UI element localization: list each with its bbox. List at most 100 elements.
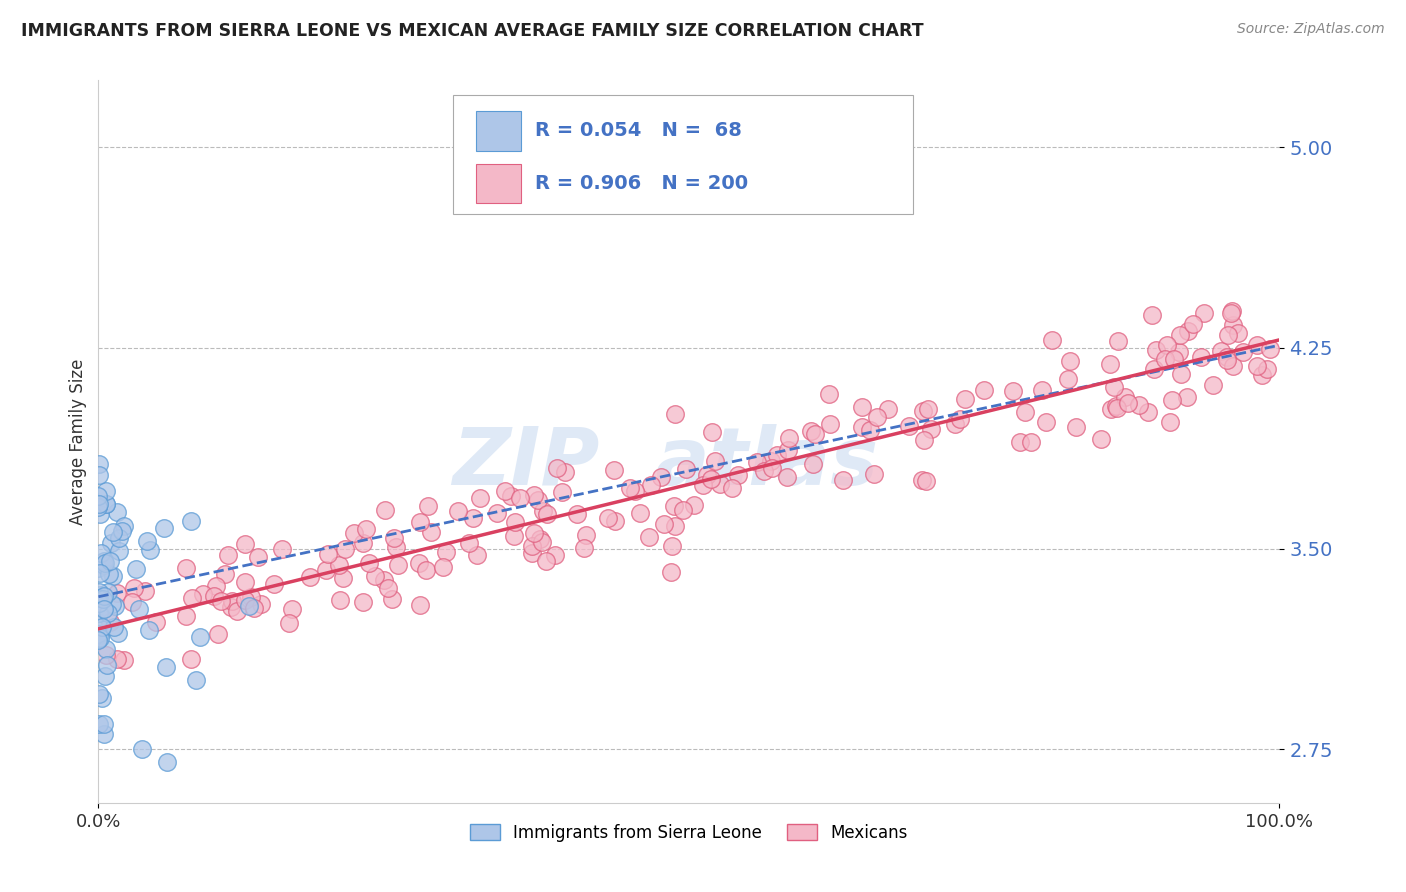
Point <box>1168 345 1191 359</box>
Point <box>87 497 110 511</box>
Point <box>863 467 886 481</box>
Point <box>94 641 117 656</box>
Point <box>544 549 567 563</box>
Point <box>409 598 432 612</box>
Point <box>1056 371 1078 385</box>
Point <box>87 468 110 483</box>
Point <box>209 594 232 608</box>
Point <box>97 585 120 599</box>
Point <box>377 581 399 595</box>
Point <box>1215 350 1237 364</box>
Point <box>381 592 404 607</box>
Point <box>328 558 350 572</box>
Text: Source: ZipAtlas.com: Source: ZipAtlas.com <box>1237 22 1385 37</box>
Point <box>522 526 544 541</box>
Point <box>503 516 526 530</box>
Point <box>156 755 179 769</box>
Point <box>949 411 972 425</box>
Point <box>572 541 595 555</box>
Point <box>153 521 176 535</box>
Point <box>1226 326 1249 341</box>
Point <box>250 597 273 611</box>
Point <box>1222 304 1244 318</box>
Point <box>468 491 491 505</box>
Point <box>776 469 799 483</box>
Point <box>202 589 225 603</box>
Point <box>1251 368 1274 383</box>
Point <box>233 574 256 589</box>
Point <box>238 599 260 613</box>
Point <box>97 606 120 620</box>
Point <box>526 493 548 508</box>
Point <box>89 546 111 560</box>
Point <box>486 506 509 520</box>
Point <box>1216 327 1239 342</box>
Point <box>128 602 150 616</box>
Point <box>447 503 470 517</box>
Point <box>298 569 321 583</box>
Point <box>1202 378 1225 392</box>
Point <box>124 562 146 576</box>
Point <box>664 499 686 513</box>
Point <box>603 462 626 476</box>
Point <box>675 461 697 475</box>
Point <box>1014 405 1036 419</box>
Point <box>207 627 229 641</box>
Point <box>567 507 589 521</box>
Point <box>1153 352 1175 367</box>
Point <box>953 392 976 407</box>
Point <box>914 474 936 488</box>
Point <box>93 669 115 683</box>
Point <box>343 525 366 540</box>
Bar <box>477 164 522 203</box>
Point <box>1137 405 1160 419</box>
Point <box>93 602 115 616</box>
Point <box>1192 306 1215 320</box>
Point <box>912 434 935 448</box>
Point <box>659 565 682 579</box>
Point <box>225 604 247 618</box>
Point <box>214 566 236 581</box>
Point <box>242 600 264 615</box>
Point <box>384 541 406 555</box>
Point <box>897 419 920 434</box>
Point <box>529 532 551 546</box>
Point <box>1143 362 1166 376</box>
Point <box>752 464 775 478</box>
Point <box>193 587 215 601</box>
Point <box>851 401 873 415</box>
Point <box>263 577 285 591</box>
Point <box>434 545 457 559</box>
Point <box>103 569 125 583</box>
Point <box>1246 338 1268 352</box>
Point <box>108 531 131 545</box>
Point <box>704 454 727 468</box>
Point <box>359 557 381 571</box>
Point <box>661 539 683 553</box>
Point <box>219 599 242 614</box>
Point <box>89 566 111 580</box>
Point <box>831 473 853 487</box>
Point <box>112 518 135 533</box>
Point <box>465 548 488 562</box>
Text: R = 0.054   N =  68: R = 0.054 N = 68 <box>536 121 742 140</box>
Point <box>419 524 441 539</box>
Point <box>596 510 619 524</box>
Point <box>184 673 207 687</box>
Point <box>1040 333 1063 347</box>
Point <box>101 597 124 611</box>
Point <box>551 484 574 499</box>
Point <box>270 541 292 556</box>
Point <box>96 498 118 512</box>
Point <box>1107 401 1129 416</box>
Point <box>912 404 935 418</box>
Text: R = 0.906   N = 200: R = 0.906 N = 200 <box>536 174 748 193</box>
Point <box>727 468 749 483</box>
Point <box>278 615 301 630</box>
Point <box>778 431 800 445</box>
Point <box>100 536 122 550</box>
Point <box>1116 396 1139 410</box>
Point <box>745 455 768 469</box>
Point <box>1064 420 1087 434</box>
Point <box>917 402 939 417</box>
